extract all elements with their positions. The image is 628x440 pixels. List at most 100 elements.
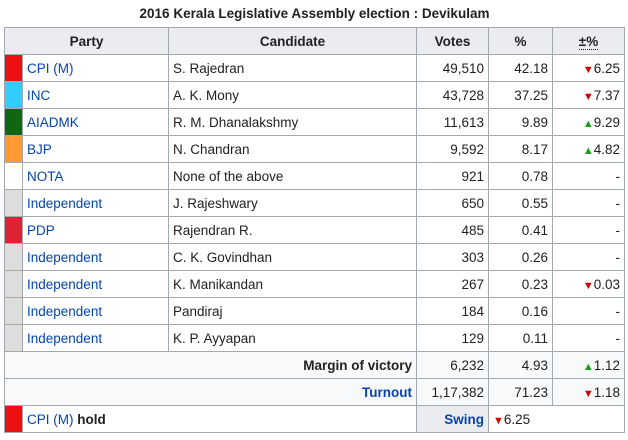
- change-value: -: [615, 195, 621, 211]
- candidate-cell: Rajendran R.: [168, 216, 417, 244]
- table-row: Independent Pandiraj 184 0.16 -: [4, 297, 625, 325]
- percent-cell: 37.25: [488, 81, 553, 109]
- party-color-swatch: [4, 135, 23, 163]
- party-cell: INC: [22, 81, 169, 109]
- party-link[interactable]: PDP: [27, 222, 55, 238]
- table-row: AIADMK R. M. Dhanalakshmy 11,613 9.89 ▲9.29: [4, 108, 625, 136]
- party-color-swatch: [4, 324, 23, 352]
- party-link[interactable]: Independent: [27, 276, 103, 292]
- header-party[interactable]: Party: [4, 27, 169, 55]
- votes-cell: 921: [416, 162, 489, 190]
- hold-party-color: [4, 405, 23, 433]
- votes-cell: 49,510: [416, 54, 489, 82]
- party-link[interactable]: Independent: [27, 249, 103, 265]
- party-link[interactable]: Independent: [27, 195, 103, 211]
- header-candidate[interactable]: Candidate: [168, 27, 417, 55]
- turnout-link[interactable]: Turnout: [362, 384, 412, 400]
- party-link[interactable]: BJP: [27, 141, 52, 157]
- triangle-up-icon: ▲: [582, 144, 594, 157]
- party-color-swatch: [4, 270, 23, 298]
- votes-cell: 267: [416, 270, 489, 298]
- candidate-cell: A. K. Mony: [168, 81, 417, 109]
- swing-label-cell: Swing: [416, 405, 489, 433]
- swing-change: ▼6.25: [488, 405, 625, 433]
- change-cell: -: [552, 216, 625, 244]
- triangle-down-icon: ▼: [582, 279, 594, 292]
- change-value: -: [615, 222, 621, 238]
- hold-party-link[interactable]: CPI (M): [27, 411, 74, 427]
- party-link[interactable]: Independent: [27, 330, 103, 346]
- votes-cell: 11,613: [416, 108, 489, 136]
- change-value: -: [615, 249, 621, 265]
- party-color-swatch: [4, 54, 23, 82]
- party-cell: BJP: [22, 135, 169, 163]
- candidate-cell: None of the above: [168, 162, 417, 190]
- party-cell: Independent: [22, 270, 169, 298]
- triangle-up-icon: ▲: [582, 117, 594, 130]
- header-change-text: ±%: [578, 33, 599, 50]
- swing-link[interactable]: Swing: [444, 411, 484, 427]
- party-cell: NOTA: [22, 162, 169, 190]
- change-value: 7.37: [593, 87, 620, 103]
- percent-cell: 9.89: [488, 108, 553, 136]
- percent-cell: 8.17: [488, 135, 553, 163]
- turnout-change-value: 1.18: [593, 384, 620, 400]
- change-value: 6.25: [593, 60, 620, 76]
- change-value: 4.82: [593, 141, 620, 157]
- votes-cell: 650: [416, 189, 489, 217]
- turnout-percent: 71.23: [488, 378, 553, 406]
- party-link[interactable]: AIADMK: [27, 114, 79, 130]
- percent-cell: 0.11: [488, 324, 553, 352]
- percent-cell: 0.78: [488, 162, 553, 190]
- change-value: -: [615, 303, 621, 319]
- change-value: -: [615, 330, 621, 346]
- header-votes[interactable]: Votes: [416, 27, 489, 55]
- percent-cell: 0.23: [488, 270, 553, 298]
- table-row: PDP Rajendran R. 485 0.41 -: [4, 216, 625, 244]
- party-color-swatch: [4, 189, 23, 217]
- header-change[interactable]: ±%: [552, 27, 625, 55]
- margin-percent: 4.93: [488, 351, 553, 379]
- percent-cell: 0.41: [488, 216, 553, 244]
- header-percent[interactable]: %: [488, 27, 553, 55]
- election-results-table: 2016 Kerala Legislative Assembly electio…: [4, 1, 625, 433]
- party-link[interactable]: Independent: [27, 303, 103, 319]
- turnout-row: Turnout 1,17,382 71.23 ▼1.18: [4, 378, 625, 406]
- margin-change-value: 1.12: [593, 357, 620, 373]
- header-row: Party Candidate Votes % ±%: [4, 27, 625, 55]
- table-row: Independent K. Manikandan 267 0.23 ▼0.03: [4, 270, 625, 298]
- party-cell: Independent: [22, 243, 169, 271]
- party-color-swatch: [4, 108, 23, 136]
- change-cell: ▼7.37: [552, 81, 625, 109]
- margin-row: Margin of victory 6,232 4.93 ▲1.12: [4, 351, 625, 379]
- candidate-cell: K. Manikandan: [168, 270, 417, 298]
- party-cell: Independent: [22, 189, 169, 217]
- party-cell: AIADMK: [22, 108, 169, 136]
- margin-change: ▲1.12: [552, 351, 625, 379]
- party-color-swatch: [4, 297, 23, 325]
- party-color-swatch: [4, 162, 23, 190]
- change-value: 0.03: [593, 276, 620, 292]
- margin-votes: 6,232: [416, 351, 489, 379]
- party-cell: Independent: [22, 324, 169, 352]
- change-cell: -: [552, 297, 625, 325]
- candidate-cell: N. Chandran: [168, 135, 417, 163]
- triangle-down-icon: ▼: [582, 387, 594, 400]
- votes-cell: 43,728: [416, 81, 489, 109]
- change-cell: ▲9.29: [552, 108, 625, 136]
- triangle-down-icon: ▼: [582, 63, 594, 76]
- table-row: CPI (M) S. Rajedran 49,510 42.18 ▼6.25: [4, 54, 625, 82]
- votes-cell: 9,592: [416, 135, 489, 163]
- party-color-swatch: [4, 216, 23, 244]
- change-value: 9.29: [593, 114, 620, 130]
- percent-cell: 0.26: [488, 243, 553, 271]
- table-row: BJP N. Chandran 9,592 8.17 ▲4.82: [4, 135, 625, 163]
- table-row: Independent J. Rajeshwary 650 0.55 -: [4, 189, 625, 217]
- percent-cell: 0.55: [488, 189, 553, 217]
- party-link[interactable]: CPI (M): [27, 60, 74, 76]
- party-link[interactable]: NOTA: [27, 168, 64, 184]
- change-cell: ▼0.03: [552, 270, 625, 298]
- votes-cell: 485: [416, 216, 489, 244]
- change-cell: -: [552, 189, 625, 217]
- party-link[interactable]: INC: [27, 87, 51, 103]
